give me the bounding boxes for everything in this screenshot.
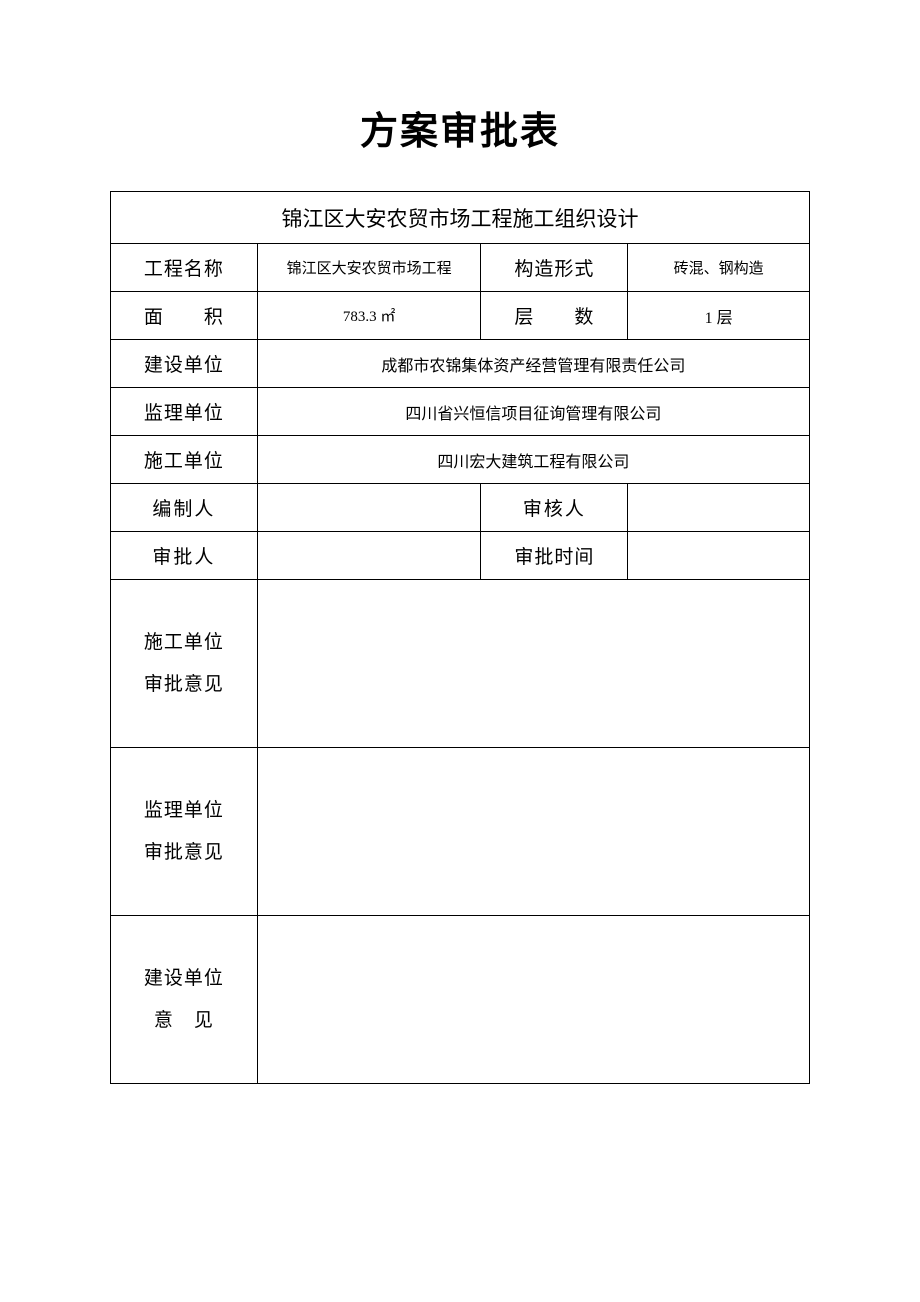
contractor-opinion-label: 施工单位 审批意见 (111, 580, 258, 748)
owner-opinion-label: 建设单位 意 见 (111, 916, 258, 1084)
approver-value (257, 532, 481, 580)
table-header-row: 锦江区大安农贸市场工程施工组织设计 (111, 192, 810, 244)
table-row: 审批人 审批时间 (111, 532, 810, 580)
table-row: 工程名称 锦江区大安农贸市场工程 构造形式 砖混、钢构造 (111, 244, 810, 292)
project-name-label: 工程名称 (111, 244, 258, 292)
table-row: 建设单位 成都市农锦集体资产经营管理有限责任公司 (111, 340, 810, 388)
table-row: 建设单位 意 见 (111, 916, 810, 1084)
contractor-unit-value: 四川宏大建筑工程有限公司 (257, 436, 809, 484)
table-header: 锦江区大安农贸市场工程施工组织设计 (111, 192, 810, 244)
floors-value: 1 层 (628, 292, 810, 340)
contractor-opinion-label-line1: 施工单位 (144, 632, 224, 653)
floors-label: 层 数 (481, 292, 628, 340)
construction-unit-value: 成都市农锦集体资产经营管理有限责任公司 (257, 340, 809, 388)
supervision-unit-value: 四川省兴恒信项目征询管理有限公司 (257, 388, 809, 436)
compiler-value (257, 484, 481, 532)
supervision-opinion-value (257, 748, 809, 916)
supervision-opinion-label-line2: 审批意见 (144, 842, 224, 863)
owner-opinion-label-line1: 建设单位 (144, 968, 224, 989)
approval-form-table: 锦江区大安农贸市场工程施工组织设计 工程名称 锦江区大安农贸市场工程 构造形式 … (110, 191, 810, 1084)
owner-opinion-value (257, 916, 809, 1084)
table-row: 面 积 783.3 ㎡ 层 数 1 层 (111, 292, 810, 340)
supervision-unit-label: 监理单位 (111, 388, 258, 436)
contractor-opinion-value (257, 580, 809, 748)
area-label: 面 积 (111, 292, 258, 340)
approver-label: 审批人 (111, 532, 258, 580)
table-row: 监理单位 四川省兴恒信项目征询管理有限公司 (111, 388, 810, 436)
area-value: 783.3 ㎡ (257, 292, 481, 340)
structure-type-value: 砖混、钢构造 (628, 244, 810, 292)
owner-opinion-label-line2: 意 见 (154, 1010, 214, 1031)
approval-time-value (628, 532, 810, 580)
structure-type-label: 构造形式 (481, 244, 628, 292)
contractor-opinion-label-line2: 审批意见 (144, 674, 224, 695)
table-row: 施工单位 审批意见 (111, 580, 810, 748)
reviewer-value (628, 484, 810, 532)
table-row: 施工单位 四川宏大建筑工程有限公司 (111, 436, 810, 484)
project-name-value: 锦江区大安农贸市场工程 (257, 244, 481, 292)
construction-unit-label: 建设单位 (111, 340, 258, 388)
page-title: 方案审批表 (110, 100, 810, 155)
supervision-opinion-label-line1: 监理单位 (144, 800, 224, 821)
reviewer-label: 审核人 (481, 484, 628, 532)
table-row: 编制人 审核人 (111, 484, 810, 532)
table-row: 监理单位 审批意见 (111, 748, 810, 916)
contractor-unit-label: 施工单位 (111, 436, 258, 484)
supervision-opinion-label: 监理单位 审批意见 (111, 748, 258, 916)
approval-time-label: 审批时间 (481, 532, 628, 580)
compiler-label: 编制人 (111, 484, 258, 532)
